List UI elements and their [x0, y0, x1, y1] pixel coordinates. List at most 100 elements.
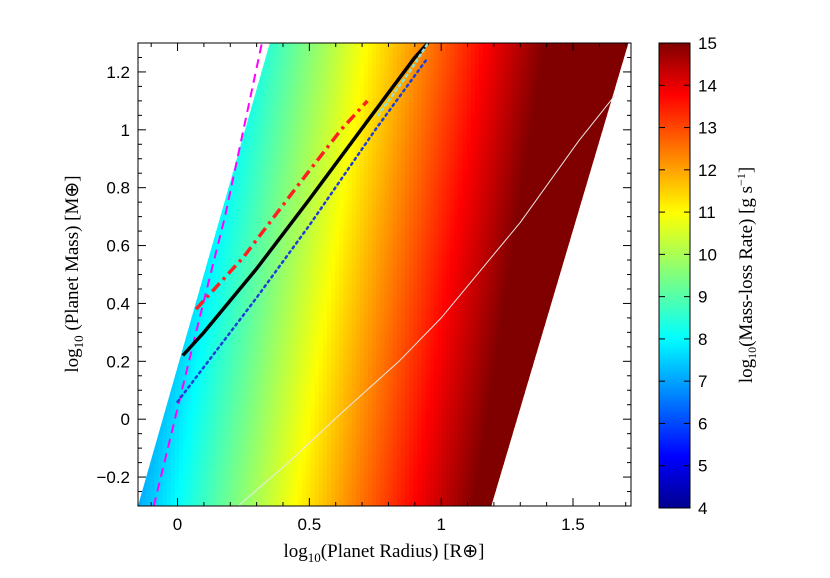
- heatmap-cell: [290, 211, 295, 217]
- heatmap-cell: [236, 375, 242, 381]
- heatmap-cell: [187, 409, 193, 414]
- heatmap-cell: [170, 442, 176, 448]
- heatmap-cell: [298, 358, 303, 364]
- heatmap-cell: [253, 337, 258, 343]
- heatmap-cell: [261, 139, 266, 145]
- heatmap-cell: [224, 476, 229, 482]
- heatmap-cell: [306, 85, 312, 90]
- heatmap-cell: [203, 472, 209, 478]
- heatmap-cell: [285, 430, 291, 436]
- heatmap-cell: [240, 388, 246, 393]
- heatmap-cell: [211, 493, 217, 499]
- heatmap-cell: [224, 333, 229, 339]
- heatmap-cell: [244, 438, 250, 444]
- heatmap-cell: [298, 312, 303, 318]
- heatmap-cell: [302, 127, 308, 132]
- heatmap-cell: [158, 434, 164, 440]
- heatmap-cell: [265, 131, 271, 137]
- heatmap-cell: [257, 417, 262, 423]
- heatmap-cell: [294, 110, 299, 116]
- heatmap-cell: [294, 379, 299, 385]
- heatmap-cell: [224, 341, 229, 347]
- heatmap-cell: [290, 64, 295, 69]
- heatmap-cell: [248, 426, 254, 431]
- heatmap-cell: [220, 484, 225, 490]
- heatmap-cell: [195, 295, 201, 301]
- heatmap-cell: [273, 64, 279, 69]
- heatmap-cell: [269, 451, 275, 457]
- heatmap-cell: [314, 320, 320, 326]
- heatmap-cell: [314, 404, 320, 410]
- heatmap-cell: [314, 354, 320, 360]
- heatmap-cell: [285, 362, 291, 368]
- heatmap-cell: [236, 346, 242, 351]
- heatmap-cell: [244, 489, 250, 494]
- heatmap-cell: [216, 404, 221, 410]
- heatmap-cell: [273, 447, 279, 452]
- heatmap-cell: [269, 106, 275, 111]
- heatmap-cell: [281, 354, 287, 360]
- heatmap-cell: [298, 194, 303, 200]
- heatmap-cell: [302, 383, 308, 389]
- heatmap-cell: [248, 476, 254, 482]
- heatmap-cell: [306, 299, 312, 305]
- heatmap-cell: [232, 295, 238, 301]
- heatmap-cell: [294, 198, 299, 204]
- heatmap-cell: [273, 160, 279, 166]
- heatmap-cell: [236, 270, 242, 276]
- heatmap-cell: [228, 186, 234, 191]
- heatmap-cell: [273, 430, 279, 436]
- heatmap-cell: [322, 350, 328, 356]
- heatmap-cell: [261, 131, 266, 137]
- heatmap-cell: [203, 299, 209, 305]
- heatmap-cell: [203, 451, 209, 457]
- heatmap-cell: [290, 169, 295, 175]
- heatmap-cell: [314, 101, 320, 107]
- heatmap-cell: [281, 371, 287, 377]
- heatmap-cell: [170, 417, 176, 423]
- heatmap-cell: [273, 329, 279, 335]
- heatmap-cell: [294, 480, 299, 486]
- heatmap-cell: [224, 367, 229, 372]
- heatmap-cell: [265, 240, 271, 246]
- heatmap-cell: [298, 261, 303, 267]
- heatmap-cell: [232, 388, 238, 393]
- heatmap-cell: [285, 114, 291, 120]
- heatmap-cell: [244, 388, 250, 393]
- heatmap-cell: [232, 476, 238, 482]
- heatmap-cell: [285, 101, 291, 107]
- heatmap-cell: [253, 417, 258, 423]
- heatmap-cell: [294, 278, 299, 284]
- heatmap-cell: [257, 476, 262, 482]
- heatmap-cell: [232, 455, 238, 461]
- heatmap-cell: [277, 114, 283, 120]
- heatmap-cell: [187, 442, 193, 448]
- heatmap-cell: [261, 245, 266, 250]
- heatmap-cell: [310, 72, 316, 78]
- heatmap-cell: [281, 489, 287, 494]
- heatmap-cell: [273, 118, 279, 124]
- heatmap-cell: [240, 270, 246, 276]
- heatmap-cell: [318, 245, 324, 250]
- heatmap-cell: [248, 489, 254, 494]
- heatmap-cell: [174, 447, 180, 452]
- heatmap-cell: [290, 47, 295, 53]
- heatmap-cell: [273, 375, 279, 381]
- heatmap-cell: [310, 392, 316, 398]
- heatmap-cell: [290, 341, 295, 347]
- heatmap-cell: [195, 463, 201, 469]
- heatmap-cell: [220, 354, 225, 360]
- heatmap-cell: [294, 223, 299, 229]
- heatmap-cell: [269, 114, 275, 120]
- heatmap-cell: [248, 383, 254, 389]
- heatmap-cell: [314, 165, 320, 170]
- heatmap-cell: [253, 127, 258, 132]
- heatmap-cell: [281, 190, 287, 196]
- heatmap-cell: [187, 337, 193, 343]
- heatmap-cell: [269, 379, 275, 385]
- heatmap-cell: [220, 240, 225, 246]
- heatmap-cell: [281, 59, 287, 65]
- heatmap-cell: [228, 392, 234, 398]
- heatmap-cell: [191, 362, 197, 368]
- heatmap-cell: [224, 295, 229, 301]
